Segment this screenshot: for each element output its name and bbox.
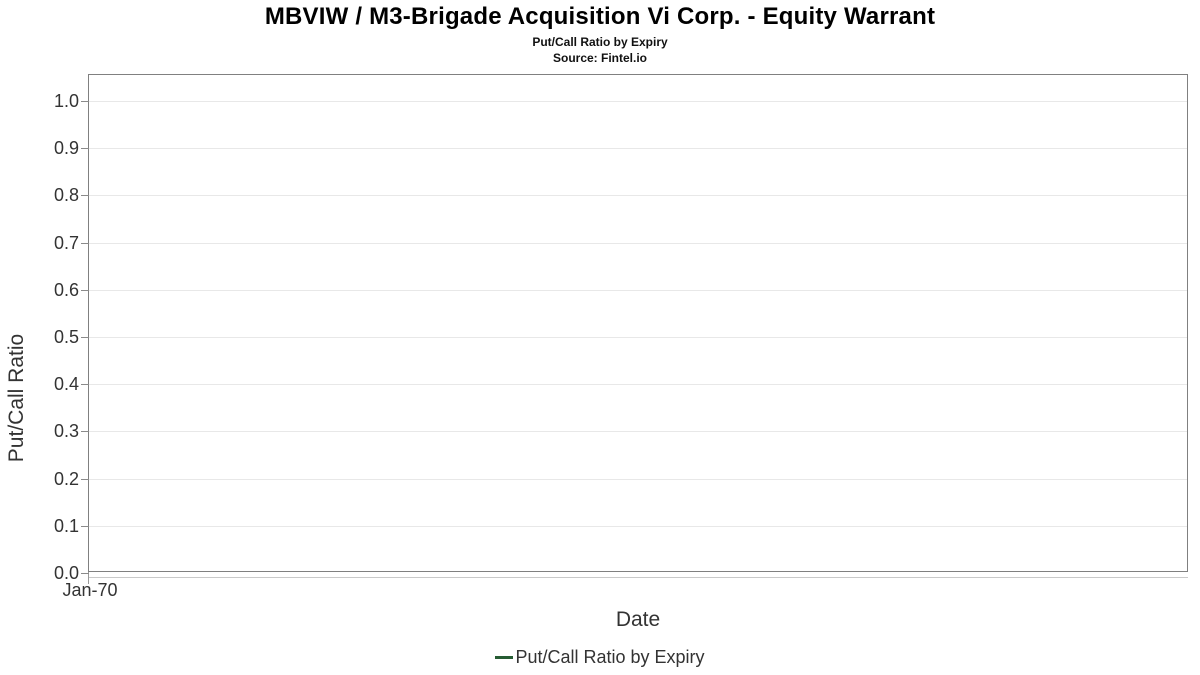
y-tick-label: 0.1 (53, 516, 79, 536)
x-axis-line (88, 577, 1188, 578)
y-tick-mark (81, 526, 89, 527)
y-tick-mark (81, 431, 89, 432)
x-tick-mark (88, 572, 89, 584)
y-gridline (89, 526, 1187, 527)
legend-label: Put/Call Ratio by Expiry (515, 647, 705, 667)
y-tick-mark (81, 384, 89, 385)
legend: Put/Call Ratio by Expiry (0, 647, 1200, 668)
y-gridline (89, 101, 1187, 102)
y-axis-title-text: Put/Call Ratio (5, 333, 28, 463)
y-tick-mark (81, 101, 89, 102)
y-tick-label: 0.9 (53, 138, 79, 158)
legend-item: Put/Call Ratio by Expiry (495, 647, 705, 668)
legend-line-marker (495, 656, 514, 659)
y-gridline (89, 431, 1187, 432)
chart-title: MBVIW / M3-Brigade Acquisition Vi Corp. … (264, 3, 936, 30)
y-gridline (89, 148, 1187, 149)
y-gridline (89, 195, 1187, 196)
chart-source: Source: Fintel.io (552, 51, 647, 65)
y-tick-mark (81, 573, 89, 574)
y-gridline (89, 479, 1187, 480)
y-tick-mark (81, 290, 89, 291)
y-tick-mark (81, 195, 89, 196)
y-tick-mark (81, 148, 89, 149)
y-tick-label: 0.5 (53, 327, 79, 347)
y-gridline (89, 243, 1187, 244)
y-tick-label: 0.6 (53, 280, 79, 300)
y-tick-label: 0.7 (53, 233, 79, 253)
y-tick-mark (81, 243, 89, 244)
y-tick-label: 0.0 (53, 563, 79, 583)
y-gridline (89, 290, 1187, 291)
y-tick-mark (81, 479, 89, 480)
y-gridline (89, 337, 1187, 338)
y-gridline (89, 384, 1187, 385)
y-tick-label: 0.4 (53, 374, 79, 394)
x-axis-title: Date (615, 608, 661, 631)
y-tick-label: 1.0 (53, 91, 79, 111)
chart-subtitle: Put/Call Ratio by Expiry (532, 35, 668, 49)
plot-area: Put/Call Ratio Jan-70 0.0 0.1 0.2 0.3 0.4 0.5… (5, 74, 1188, 600)
y-tick-label: 0.2 (53, 469, 79, 489)
y-tick-label: 0.3 (53, 421, 79, 441)
y-tick-label: 0.8 (53, 185, 79, 205)
x-tick-label: Jan-70 (62, 580, 118, 600)
y-tick-mark (81, 337, 89, 338)
